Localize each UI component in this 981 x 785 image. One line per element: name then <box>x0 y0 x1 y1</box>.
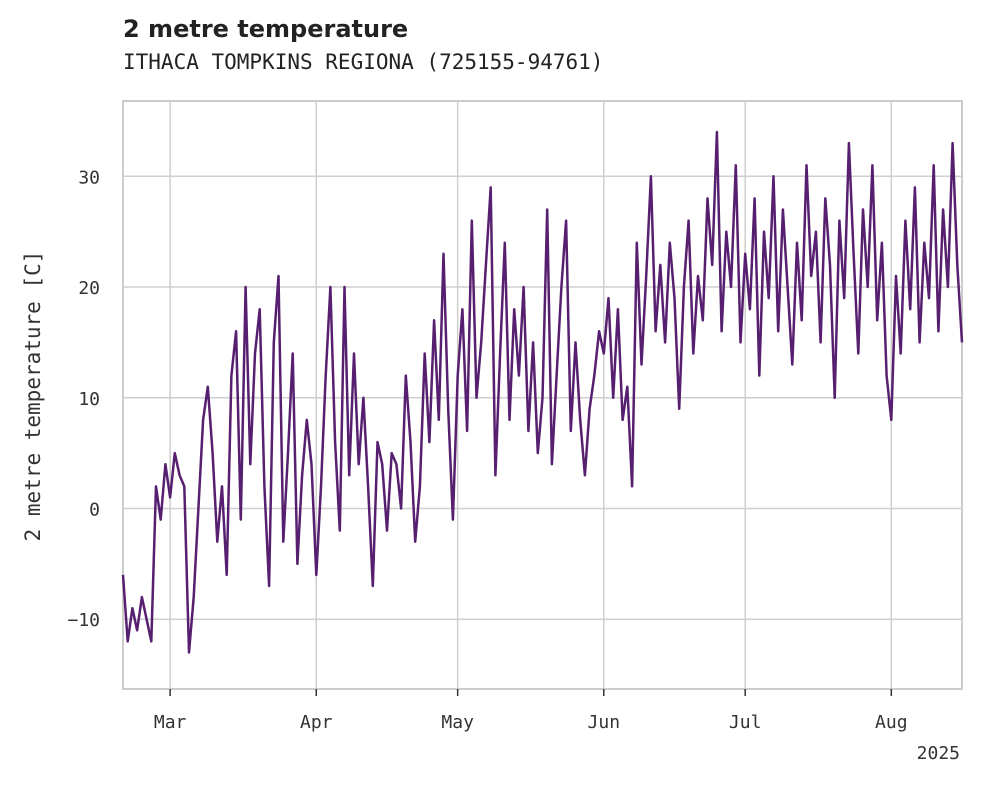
chart-title: 2 metre temperature <box>123 15 409 43</box>
y-tick-label: 20 <box>78 278 100 299</box>
y-tick-label: 30 <box>78 167 100 188</box>
series-layer <box>121 130 964 654</box>
x-tick-label: Aug <box>875 712 908 733</box>
y-tick-label: −10 <box>67 610 100 631</box>
temperature-series-line <box>121 130 964 654</box>
plot-frame <box>122 100 963 690</box>
chart-subtitle: ITHACA TOMPKINS REGIONA (725155-94761) <box>123 50 604 74</box>
y-axis-label: 2 metre temperature [C] <box>21 251 45 542</box>
x-axis-year-label: 2025 <box>917 743 960 764</box>
y-tick-label: 10 <box>78 389 100 410</box>
x-tick-label: Mar <box>154 712 187 733</box>
x-tick-label: Jul <box>729 712 762 733</box>
x-tick-label: May <box>441 712 474 733</box>
x-tick-label: Jun <box>588 712 621 733</box>
x-tick-label: Apr <box>300 712 333 733</box>
y-tick-label: 0 <box>89 500 100 521</box>
tick-layer: Mar Apr May Jun Jul Aug 30 20 10 0 −10 <box>67 167 907 733</box>
